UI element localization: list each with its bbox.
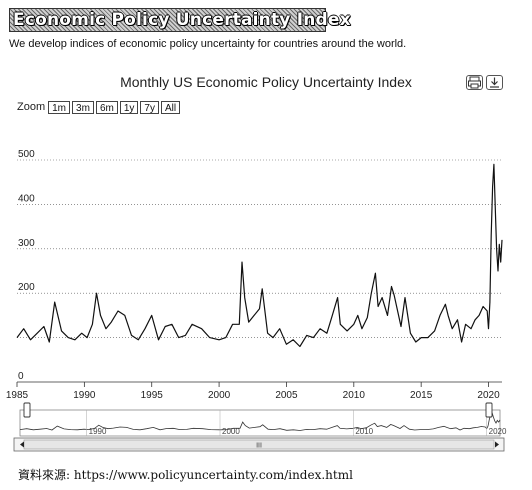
zoom-control: Zoom 1m 3m 6m 1y 7y All xyxy=(17,99,182,115)
banner-title: Economic Policy Uncertainty Index xyxy=(13,10,351,30)
x-axis-labels: 1985 1990 1995 2000 2005 2010 2015 2020 xyxy=(6,381,502,400)
zoom-7y-button[interactable]: 7y xyxy=(140,100,159,114)
zoom-1y-button[interactable]: 1y xyxy=(119,100,139,114)
x-tick-label: 2005 xyxy=(275,390,298,400)
navigator-year-label: 2000 xyxy=(222,427,240,436)
site-banner: Economic Policy Uncertainty Index xyxy=(9,8,351,32)
y-tick-label: 400 xyxy=(18,193,35,204)
navigator-left-handle[interactable] xyxy=(23,402,31,418)
navigator-frame xyxy=(19,409,501,437)
range-navigator: 1990 2000 2010 2020 III xyxy=(13,402,507,452)
navigator-year-label: 1990 xyxy=(89,427,107,436)
navigator-year-label: 2020 xyxy=(489,427,507,436)
zoom-1m-button[interactable]: 1m xyxy=(48,100,71,114)
zoom-6m-button[interactable]: 6m xyxy=(95,100,118,114)
site-tagline: We develop indices of economic policy un… xyxy=(9,38,407,50)
x-tick-label: 1995 xyxy=(141,390,164,400)
x-tick-label: 1990 xyxy=(73,390,96,400)
y-tick-label: 0 xyxy=(18,371,24,382)
y-axis-labels: 0 200 300 400 500 xyxy=(18,149,35,382)
x-tick-label: 2010 xyxy=(343,390,366,400)
source-note: 資料來源: https://www.policyuncertainty.com/… xyxy=(18,468,353,482)
x-tick-label: 2015 xyxy=(410,390,433,400)
scroll-right-arrow-icon[interactable] xyxy=(495,441,499,448)
epu-series-line xyxy=(16,163,503,348)
navigator-right-handle[interactable] xyxy=(485,402,493,418)
scroll-grip: III xyxy=(256,443,262,450)
epu-line-chart: 0 200 300 400 500 1985 1990 1995 2000 2005 2010 20… xyxy=(6,149,503,400)
zoom-3m-button[interactable]: 3m xyxy=(72,100,94,114)
x-tick-label: 2000 xyxy=(208,390,231,400)
x-tick-label: 1985 xyxy=(6,390,29,400)
navigator-series-line xyxy=(19,411,501,431)
print-icon[interactable] xyxy=(466,75,483,90)
navigator-year-label: 2010 xyxy=(355,427,373,436)
download-icon[interactable] xyxy=(486,75,503,90)
y-tick-label: 200 xyxy=(18,282,35,293)
x-tick-label: 2020 xyxy=(477,390,500,400)
zoom-label: Zoom xyxy=(17,101,46,113)
scroll-left-arrow-icon[interactable] xyxy=(20,441,24,448)
chart-title: Monthly US Economic Policy Uncertainty I… xyxy=(120,74,412,90)
zoom-all-button[interactable]: All xyxy=(160,100,181,114)
y-tick-label: 500 xyxy=(18,149,35,160)
y-tick-label: 300 xyxy=(18,238,35,249)
